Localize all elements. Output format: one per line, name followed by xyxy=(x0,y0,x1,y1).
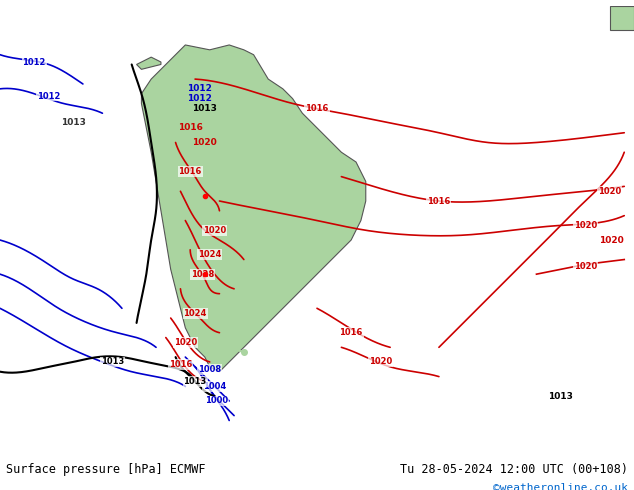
Text: Surface pressure [hPa] ECMWF: Surface pressure [hPa] ECMWF xyxy=(6,463,206,476)
Text: 1012: 1012 xyxy=(188,94,212,103)
Text: 1020: 1020 xyxy=(574,262,597,271)
Text: 1013: 1013 xyxy=(548,392,573,401)
Text: 1008: 1008 xyxy=(198,365,221,374)
Polygon shape xyxy=(136,57,161,70)
Text: 1020: 1020 xyxy=(203,226,226,235)
Text: 1020: 1020 xyxy=(600,236,624,245)
Text: 1020: 1020 xyxy=(574,221,597,230)
Text: 1020: 1020 xyxy=(193,138,217,147)
Text: 1016: 1016 xyxy=(169,360,192,369)
Text: 1028: 1028 xyxy=(191,270,214,279)
Text: 1020: 1020 xyxy=(174,338,197,347)
Text: 1024: 1024 xyxy=(198,250,221,259)
Text: 1004: 1004 xyxy=(203,382,226,391)
Text: 1013: 1013 xyxy=(183,377,207,386)
Text: 1016: 1016 xyxy=(306,104,328,113)
Text: 1020: 1020 xyxy=(369,357,392,367)
Text: 1024: 1024 xyxy=(183,309,207,318)
Text: 1012: 1012 xyxy=(188,84,212,94)
Text: 1000: 1000 xyxy=(205,396,229,405)
Text: 1012: 1012 xyxy=(37,92,60,100)
Polygon shape xyxy=(141,45,366,372)
Text: 1016: 1016 xyxy=(427,196,451,205)
Text: 1013: 1013 xyxy=(101,357,124,367)
Text: 1013: 1013 xyxy=(192,104,217,113)
Text: 1016: 1016 xyxy=(178,123,203,132)
Text: 1016: 1016 xyxy=(179,167,202,176)
Text: 1013: 1013 xyxy=(61,119,86,127)
Text: 1016: 1016 xyxy=(339,328,363,337)
Text: Tu 28-05-2024 12:00 UTC (00+108): Tu 28-05-2024 12:00 UTC (00+108) xyxy=(399,463,628,476)
Polygon shape xyxy=(610,6,634,30)
Text: 1020: 1020 xyxy=(598,187,621,196)
Text: 1012: 1012 xyxy=(22,57,46,67)
Text: ©weatheronline.co.uk: ©weatheronline.co.uk xyxy=(493,483,628,490)
